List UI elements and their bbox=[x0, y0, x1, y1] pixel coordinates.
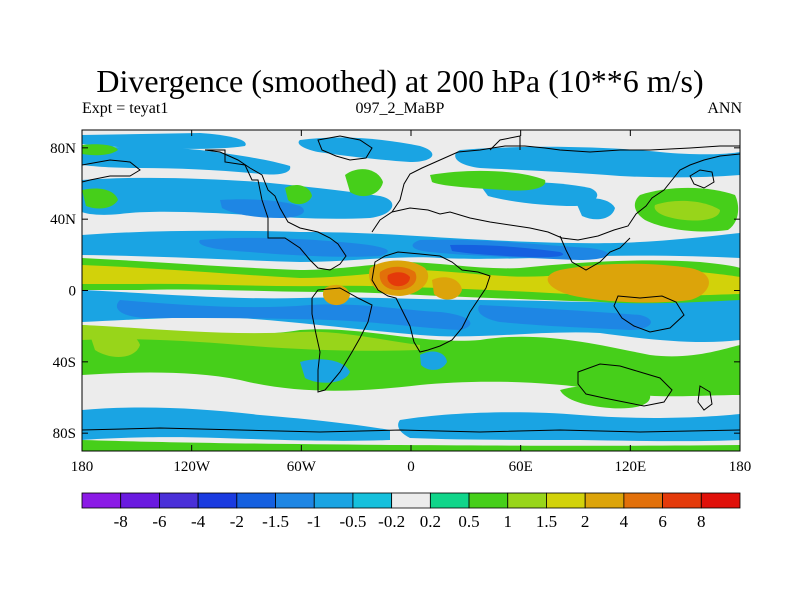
x-tick-label: 60E bbox=[509, 459, 533, 475]
legend-level-label: 2 bbox=[581, 512, 590, 531]
experiment-label: Expt = teyat1 bbox=[82, 100, 169, 117]
legend-level-label: 1.5 bbox=[536, 512, 557, 531]
legend-swatch bbox=[391, 492, 431, 509]
y-axis: 80N 40N 0 40S 80S bbox=[50, 141, 740, 442]
legend-swatch bbox=[507, 492, 547, 509]
legend-level-label: -8 bbox=[114, 512, 128, 531]
legend-level-label: 0.5 bbox=[458, 512, 479, 531]
legend-level-label: 8 bbox=[697, 512, 706, 531]
legend-swatch bbox=[352, 492, 393, 509]
y-tick-label: 0 bbox=[69, 284, 77, 300]
legend-swatch bbox=[468, 492, 509, 509]
plot-area bbox=[82, 130, 740, 451]
legend-level-label: -1.5 bbox=[262, 512, 289, 531]
color-legend: -8 -6 -4 -2 -1.5 -1 -0.5 -0.2 0.2 0.5 1 1.5 2 4 6 8 bbox=[81, 492, 741, 531]
legend-level-label: -6 bbox=[152, 512, 166, 531]
legend-swatch bbox=[81, 492, 122, 509]
x-tick-label: 0 bbox=[407, 459, 415, 475]
y-tick-label: 40N bbox=[50, 212, 76, 228]
legend-swatch bbox=[159, 492, 199, 509]
x-tick-label: 120W bbox=[173, 459, 211, 475]
legend-level-label: 4 bbox=[620, 512, 629, 531]
x-tick-label: 180 bbox=[71, 459, 94, 475]
legend-level-label: -4 bbox=[191, 512, 206, 531]
continent-outlines bbox=[82, 135, 740, 433]
legend-swatch bbox=[197, 492, 238, 509]
legend-level-label: -1 bbox=[307, 512, 321, 531]
legend-level-label: -0.5 bbox=[339, 512, 366, 531]
chart-title: Divergence (smoothed) at 200 hPa (10**6 … bbox=[96, 63, 704, 99]
legend-swatch bbox=[662, 492, 702, 509]
season-label: ANN bbox=[707, 100, 742, 117]
legend-swatch bbox=[546, 492, 586, 509]
x-tick-label: 120E bbox=[614, 459, 646, 475]
legend-level-label: 6 bbox=[658, 512, 667, 531]
legend-swatch bbox=[700, 492, 741, 509]
legend-level-label: -0.2 bbox=[378, 512, 405, 531]
legend-swatch bbox=[275, 492, 315, 509]
legend-level-label: -2 bbox=[230, 512, 244, 531]
legend-swatch bbox=[236, 492, 276, 509]
x-axis: 180 120W 60W 0 60E 120E 180 bbox=[71, 130, 752, 475]
x-tick-label: 180 bbox=[729, 459, 752, 475]
y-tick-label: 40S bbox=[53, 355, 76, 371]
case-label: 097_2_MaBP bbox=[355, 100, 445, 117]
y-tick-label: 80S bbox=[53, 426, 76, 442]
x-tick-label: 60W bbox=[287, 459, 317, 475]
legend-swatch bbox=[120, 492, 160, 509]
y-tick-label: 80N bbox=[50, 141, 76, 157]
legend-swatch bbox=[429, 492, 470, 509]
legend-level-label: 1 bbox=[504, 512, 513, 531]
legend-swatch bbox=[584, 492, 625, 509]
legend-swatch bbox=[313, 492, 354, 509]
legend-level-label: 0.2 bbox=[420, 512, 441, 531]
legend-swatch bbox=[623, 492, 663, 509]
